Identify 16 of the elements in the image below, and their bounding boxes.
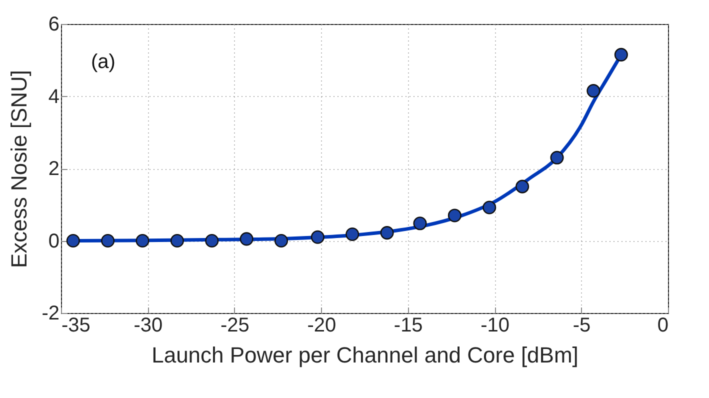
x-tick-label: -25 (220, 314, 250, 336)
x-tick-label: -35 (62, 314, 90, 336)
x-tick-label: -30 (134, 314, 163, 336)
y-tick-label: 0 (48, 230, 60, 252)
x-axis-title: Launch Power per Channel and Core [dBm] (152, 342, 578, 368)
x-tick-label: -15 (394, 314, 423, 336)
y-axis-title: Excess Nosie [SNU] (6, 70, 32, 268)
x-tick-label: -5 (572, 314, 591, 336)
y-tick-label: 4 (48, 86, 60, 108)
x-tick-label: -20 (307, 314, 336, 336)
annotation: (a) (91, 51, 116, 73)
x-tick-label: 0 (657, 314, 668, 336)
y-tick-label: 2 (48, 158, 60, 180)
x-tick-label: -10 (480, 314, 510, 336)
y-tick-label: -2 (42, 302, 60, 324)
y-tick-label: 6 (48, 14, 60, 36)
